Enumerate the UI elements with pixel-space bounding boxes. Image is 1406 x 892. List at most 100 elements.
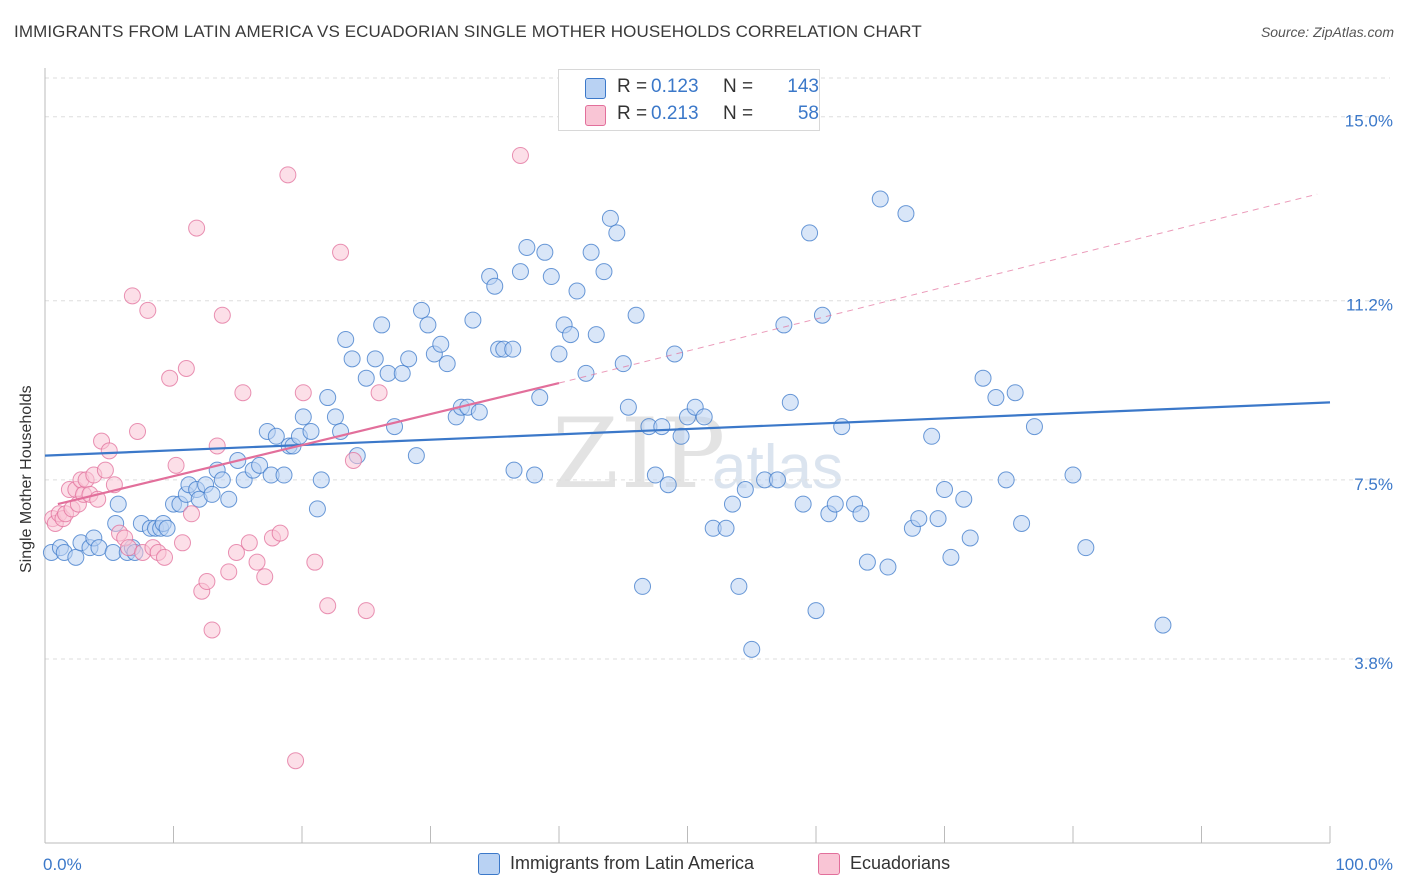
data-point-latin-america: [542, 268, 560, 286]
data-point-latin-america: [768, 471, 786, 489]
data-point-ecuadorians: [511, 146, 529, 164]
data-point-latin-america: [929, 510, 947, 528]
data-point-latin-america: [910, 510, 928, 528]
correlation-legend: R = 0.123 N = 143 R = 0.213 N = 58: [558, 69, 820, 131]
data-point-latin-america: [518, 238, 536, 256]
data-point-latin-america: [595, 263, 613, 281]
data-point-ecuadorians: [182, 505, 200, 523]
y-tick-label: 7.5%: [1354, 475, 1393, 494]
data-point-latin-america: [337, 330, 355, 348]
data-point-latin-america: [67, 548, 85, 566]
data-point-latin-america: [505, 461, 523, 479]
data-point-ecuadorians: [344, 452, 362, 469]
data-point-ecuadorians: [129, 422, 147, 440]
data-point-latin-america: [923, 427, 941, 445]
data-point-latin-america: [801, 224, 819, 242]
bottom-legend-swatch-pink: [818, 853, 840, 875]
bottom-legend-label: Immigrants from Latin America: [510, 853, 755, 873]
data-point-latin-america: [251, 456, 269, 474]
data-point-latin-america: [717, 519, 735, 537]
data-point-latin-america: [531, 389, 549, 407]
data-point-ecuadorians: [279, 166, 297, 184]
data-point-latin-america: [961, 529, 979, 547]
data-point-latin-america: [393, 364, 411, 382]
data-point-latin-america: [357, 369, 375, 387]
data-point-latin-america: [504, 340, 522, 358]
data-point-ecuadorians: [161, 369, 179, 387]
legend-n-value: 58: [797, 103, 819, 124]
data-point-latin-america: [582, 243, 600, 261]
data-point-ecuadorians: [100, 442, 118, 460]
bottom-legend-label: Ecuadorians: [850, 853, 951, 873]
data-point-latin-america: [326, 408, 344, 426]
data-point-latin-america: [104, 543, 122, 561]
bottom-legend-swatch-blue: [478, 853, 500, 875]
y-tick-label: 15.0%: [1345, 112, 1393, 131]
data-point-latin-america: [871, 190, 889, 208]
data-point-latin-america: [302, 422, 320, 440]
data-point-latin-america: [813, 306, 831, 324]
data-point-latin-america: [743, 640, 761, 658]
data-point-latin-america: [987, 389, 1005, 407]
data-point-ecuadorians: [156, 548, 174, 566]
trend-line-ecuadorians: [57, 381, 560, 506]
data-point-latin-america: [109, 495, 127, 513]
data-point-latin-america: [634, 577, 652, 595]
data-point-latin-america: [1006, 384, 1024, 402]
data-point-latin-america: [879, 558, 897, 576]
data-point-latin-america: [653, 418, 671, 436]
data-point-ecuadorians: [256, 568, 274, 586]
data-point-latin-america: [646, 466, 664, 484]
data-point-latin-america: [619, 398, 637, 416]
data-point-latin-america: [955, 490, 973, 508]
data-point-latin-america: [672, 427, 690, 445]
data-point-latin-america: [577, 364, 595, 382]
data-point-latin-america: [213, 471, 231, 489]
data-point-ecuadorians: [306, 553, 324, 571]
data-point-latin-america: [974, 369, 992, 387]
data-point-latin-america: [158, 519, 176, 537]
data-point-latin-america: [781, 393, 799, 411]
data-point-ecuadorians: [203, 621, 221, 639]
y-tick-label: 3.8%: [1354, 654, 1393, 673]
data-point-latin-america: [275, 466, 293, 484]
trend-line-latin-america: [44, 401, 1331, 457]
data-point-latin-america: [1013, 514, 1031, 532]
data-point-latin-america: [1064, 466, 1082, 484]
data-point-latin-america: [614, 355, 632, 373]
data-point-latin-america: [775, 316, 793, 334]
data-point-latin-america: [942, 548, 960, 566]
data-point-ecuadorians: [198, 573, 216, 591]
data-point-latin-america: [90, 539, 108, 557]
data-point-latin-america: [407, 447, 425, 465]
data-point-latin-america: [897, 205, 915, 223]
data-point-latin-america: [807, 602, 825, 620]
data-point-latin-america: [730, 577, 748, 595]
data-point-ecuadorians: [227, 543, 245, 561]
data-point-latin-america: [627, 306, 645, 324]
data-point-ecuadorians: [220, 563, 238, 581]
data-point-ecuadorians: [96, 461, 114, 479]
data-point-ecuadorians: [370, 384, 388, 402]
data-point-latin-america: [666, 345, 684, 363]
data-point-latin-america: [203, 485, 221, 503]
data-point-ecuadorians: [240, 534, 258, 552]
data-point-latin-america: [936, 481, 953, 499]
data-point-ecuadorians: [294, 384, 312, 402]
data-point-latin-america: [470, 403, 488, 421]
watermark-atlas: atlas: [712, 433, 843, 502]
chart-title: IMMIGRANTS FROM LATIN AMERICA VS ECUADOR…: [14, 22, 922, 41]
data-point-latin-america: [659, 476, 677, 494]
x-tick-label-start: 0.0%: [43, 855, 82, 874]
legend-r-value: 0.123: [651, 76, 699, 97]
data-point-ecuadorians: [332, 243, 350, 261]
data-point-latin-america: [601, 209, 619, 227]
data-point-ecuadorians: [208, 437, 226, 455]
data-point-latin-america: [486, 277, 504, 295]
data-point-latin-america: [267, 427, 285, 445]
data-point-latin-america: [852, 505, 870, 523]
data-point-latin-america: [294, 408, 312, 426]
data-point-ecuadorians: [139, 301, 157, 319]
data-point-ecuadorians: [271, 524, 289, 542]
